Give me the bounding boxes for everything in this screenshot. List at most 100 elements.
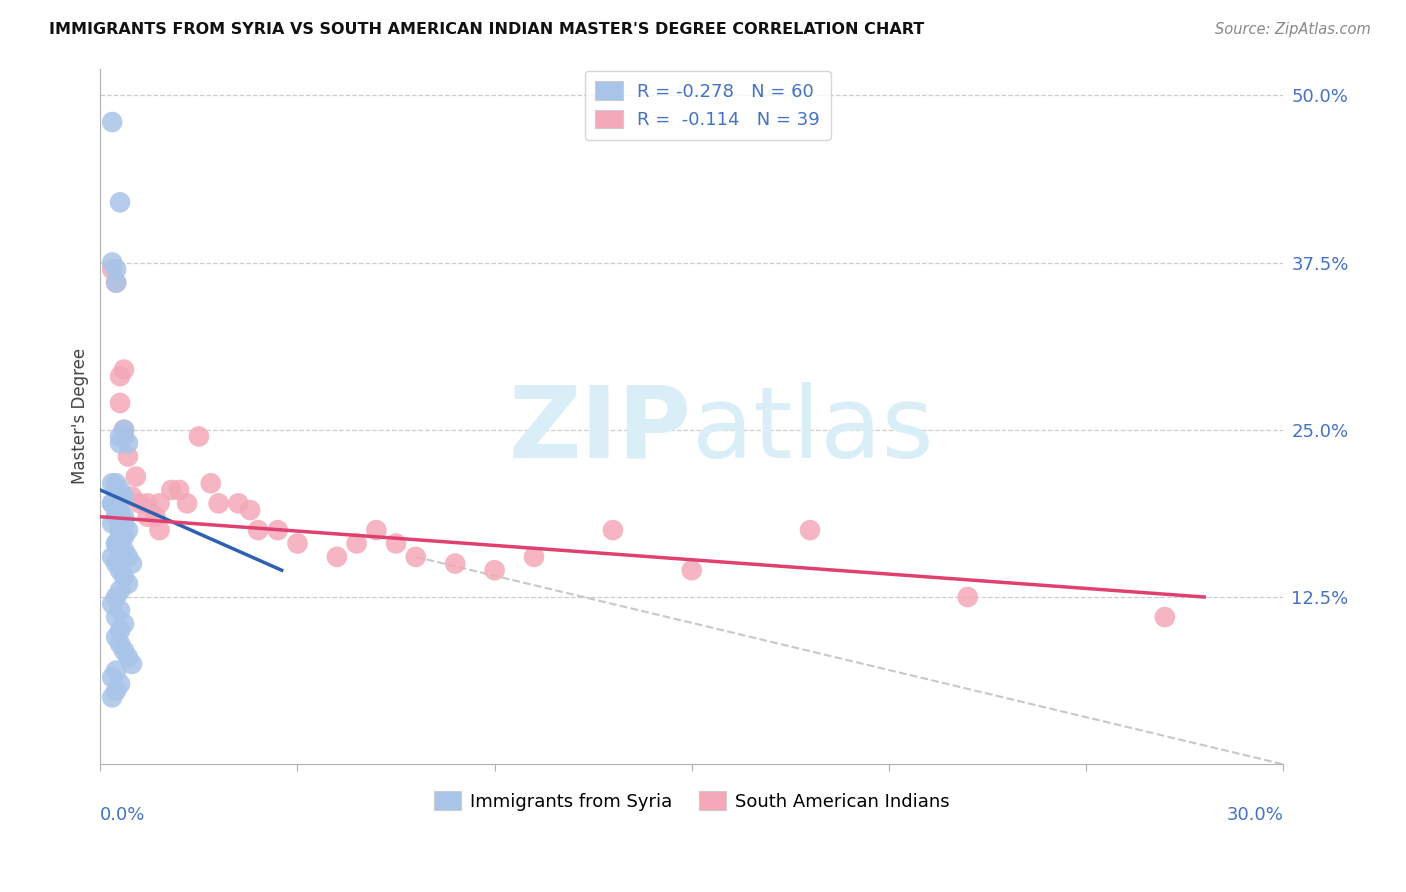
Point	[176, 496, 198, 510]
Point	[108, 536, 131, 550]
Point	[799, 523, 821, 537]
Point	[112, 530, 135, 544]
Point	[121, 657, 143, 671]
Point	[101, 496, 124, 510]
Point	[112, 616, 135, 631]
Point	[101, 670, 124, 684]
Point	[105, 557, 128, 571]
Point	[105, 483, 128, 497]
Point	[112, 423, 135, 437]
Point	[112, 643, 135, 657]
Point	[105, 536, 128, 550]
Point	[108, 483, 131, 497]
Point	[108, 624, 131, 638]
Point	[136, 496, 159, 510]
Point	[108, 523, 131, 537]
Text: Source: ZipAtlas.com: Source: ZipAtlas.com	[1215, 22, 1371, 37]
Point	[117, 450, 139, 464]
Point	[108, 603, 131, 617]
Point	[148, 496, 170, 510]
Point	[444, 557, 467, 571]
Point	[105, 590, 128, 604]
Point	[160, 483, 183, 497]
Point	[105, 509, 128, 524]
Point	[267, 523, 290, 537]
Point	[108, 369, 131, 384]
Point	[101, 115, 124, 129]
Point	[128, 496, 150, 510]
Point	[523, 549, 546, 564]
Point	[101, 496, 124, 510]
Point	[105, 536, 128, 550]
Point	[101, 549, 124, 564]
Point	[287, 536, 309, 550]
Point	[117, 650, 139, 665]
Point	[346, 536, 368, 550]
Point	[239, 503, 262, 517]
Point	[101, 262, 124, 277]
Point	[136, 509, 159, 524]
Point	[200, 476, 222, 491]
Point	[105, 683, 128, 698]
Point	[108, 490, 131, 504]
Point	[108, 677, 131, 691]
Point	[101, 255, 124, 269]
Point	[1153, 610, 1175, 624]
Point	[108, 543, 131, 558]
Point	[112, 543, 135, 558]
Point	[105, 276, 128, 290]
Point	[105, 630, 128, 644]
Point	[112, 423, 135, 437]
Point	[105, 664, 128, 678]
Point	[207, 496, 229, 510]
Point	[108, 436, 131, 450]
Point	[112, 490, 135, 504]
Point	[484, 563, 506, 577]
Point	[101, 516, 124, 531]
Text: atlas: atlas	[692, 382, 934, 479]
Point	[105, 610, 128, 624]
Point	[101, 476, 124, 491]
Point	[121, 557, 143, 571]
Point	[108, 563, 131, 577]
Point	[108, 523, 131, 537]
Point	[228, 496, 250, 510]
Point	[108, 530, 131, 544]
Point	[112, 516, 135, 531]
Point	[117, 576, 139, 591]
Point	[108, 503, 131, 517]
Point	[108, 637, 131, 651]
Point	[326, 549, 349, 564]
Point	[105, 262, 128, 277]
Point	[105, 503, 128, 517]
Point	[108, 195, 131, 210]
Point	[112, 362, 135, 376]
Point	[112, 509, 135, 524]
Point	[681, 563, 703, 577]
Point	[108, 583, 131, 598]
Point	[108, 509, 131, 524]
Point	[148, 523, 170, 537]
Point	[247, 523, 270, 537]
Text: ZIP: ZIP	[509, 382, 692, 479]
Text: 0.0%: 0.0%	[100, 806, 146, 824]
Point	[956, 590, 979, 604]
Point	[117, 549, 139, 564]
Point	[112, 570, 135, 584]
Point	[112, 429, 135, 443]
Point	[366, 523, 388, 537]
Legend: R = -0.278   N = 60, R =  -0.114   N = 39: R = -0.278 N = 60, R = -0.114 N = 39	[585, 70, 831, 140]
Point	[187, 429, 209, 443]
Point	[105, 476, 128, 491]
Point	[101, 597, 124, 611]
Point	[105, 276, 128, 290]
Point	[145, 509, 167, 524]
Text: IMMIGRANTS FROM SYRIA VS SOUTH AMERICAN INDIAN MASTER'S DEGREE CORRELATION CHART: IMMIGRANTS FROM SYRIA VS SOUTH AMERICAN …	[49, 22, 925, 37]
Text: 30.0%: 30.0%	[1226, 806, 1284, 824]
Point	[602, 523, 624, 537]
Point	[101, 690, 124, 705]
Point	[117, 436, 139, 450]
Point	[105, 496, 128, 510]
Point	[108, 429, 131, 443]
Point	[167, 483, 190, 497]
